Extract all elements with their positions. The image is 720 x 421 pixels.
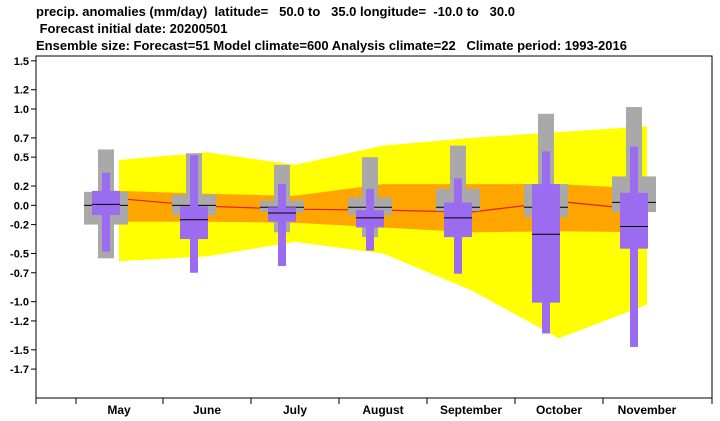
forecast-box-september [444, 202, 472, 238]
forecast-box-may [92, 190, 120, 215]
y-tick-label: -0.7 [10, 268, 29, 280]
x-tick-label: August [362, 403, 403, 417]
y-tick-label: 1.5 [14, 56, 29, 68]
y-tick-label: 0.5 [14, 152, 29, 164]
ensemble-info-label: Ensemble size: Forecast=51 Model climate… [36, 38, 627, 53]
x-tick-label: October [536, 403, 582, 417]
box-plots [84, 107, 656, 347]
outer-probability-band [119, 126, 647, 339]
y-tick-label: -1.7 [10, 364, 29, 376]
chart-axes: 1.5 1.2 1.0 0.7 0.5 0.2 0.0 -0.2 -0.5 -0.7 -1.0 -1.… [10, 55, 713, 417]
forecast-box-july [268, 207, 296, 222]
forecast-date-label: Forecast initial date: 20200501 [36, 21, 228, 36]
y-tick-label: 1.2 [14, 85, 29, 97]
x-tick-label: November [618, 403, 677, 417]
y-tick-label: 0.7 [14, 133, 29, 145]
forecast-box-november [620, 192, 648, 249]
y-tick-label: -1.2 [10, 316, 29, 328]
forecast-box-october [532, 184, 560, 303]
x-tick-label: September [440, 403, 502, 417]
chart-title: precip. anomalies (mm/day) latitude= 50.… [36, 4, 515, 19]
x-tick-label: June [193, 403, 221, 417]
forecast-whisker-july [278, 184, 286, 267]
y-tick-label: 0.2 [14, 181, 29, 193]
x-tick-label: May [107, 403, 131, 417]
y-tick-label: 1.0 [14, 104, 29, 116]
y-tick-label: -1.0 [10, 297, 29, 309]
forecast-box-august [356, 210, 384, 228]
forecast-box-june [180, 206, 208, 240]
y-tick-label: 0.0 [14, 200, 29, 212]
plot-frame [35, 55, 713, 399]
y-tick-label: -0.2 [10, 220, 29, 232]
y-tick-label: -0.5 [10, 248, 29, 260]
y-tick-label: -1.5 [10, 345, 29, 357]
x-tick-label: July [283, 403, 307, 417]
